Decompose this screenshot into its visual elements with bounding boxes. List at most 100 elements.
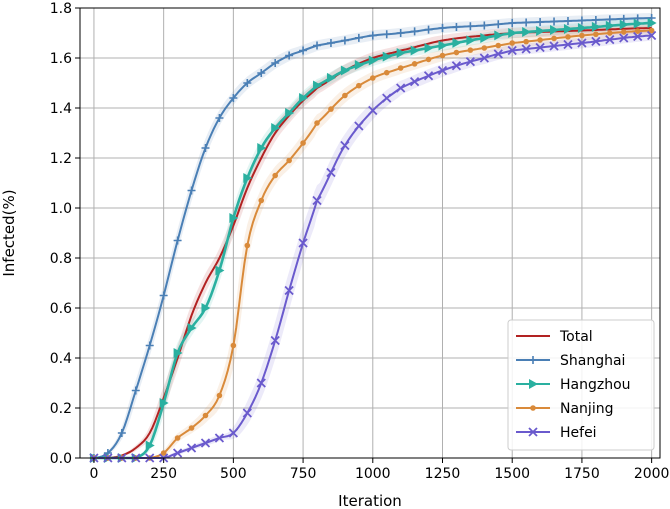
marker-hefei [437,65,448,76]
marker-shanghai [229,94,238,102]
marker-shanghai [382,30,391,39]
marker-shanghai [466,22,475,31]
marker-hangzhou [229,213,239,223]
marker-hangzhou [577,23,587,33]
legend: Total Shanghai Hangzhou Nanjing Hefei [507,319,655,451]
marker-hangzhou [619,19,629,30]
marker-nanjing [565,34,571,40]
marker-hangzhou [243,173,253,183]
legend-item: Hefei [516,425,597,441]
marker-nanjing [369,75,376,81]
marker-shanghai [522,18,531,27]
marker-hangzhou [396,48,406,58]
marker-hefei [577,38,587,48]
marker-shanghai [452,22,461,31]
marker-shanghai [257,69,266,77]
marker-nanjing [634,28,641,34]
marker-shanghai [173,236,182,245]
marker-hefei [326,167,336,178]
series-markers [89,14,657,463]
marker-hefei [298,238,308,248]
marker-hefei [396,83,406,93]
marker-shanghai [396,29,405,37]
marker-hefei [646,30,657,41]
y-tick-label: 1.6 [50,51,72,67]
legend-swatch-marker [529,356,537,364]
marker-nanjing [160,450,167,456]
marker-hangzhou [633,18,643,29]
marker-hefei [242,408,252,418]
marker-shanghai [285,51,294,60]
marker-shanghai [480,21,489,30]
x-tick-label: 250 [150,466,177,482]
marker-nanjing [439,52,446,59]
marker-shanghai [494,20,503,29]
marker-hefei [340,140,350,151]
marker-shanghai [410,27,419,36]
marker-hefei [312,195,322,206]
marker-nanjing [383,69,390,76]
marker-nanjing [216,392,223,399]
marker-shanghai [159,291,168,300]
marker-hangzhou [257,143,267,153]
marker-shanghai [438,24,447,32]
marker-hangzhou [271,123,281,133]
marker-hefei [451,61,462,71]
marker-hangzhou [452,37,462,48]
marker-hangzhou [466,35,476,46]
legend-swatch-marker [530,405,536,411]
marker-hangzhou [591,21,601,32]
marker-nanjing [537,37,543,43]
marker-nanjing [188,425,195,431]
legend-box [507,319,655,451]
marker-shanghai [550,17,559,26]
legend-item: Nanjing [516,401,613,417]
marker-hefei [423,71,434,81]
marker-hangzhou [563,24,573,34]
marker-hangzhou [480,33,490,43]
marker-shanghai [313,41,322,50]
x-tick-label: 1500 [494,466,530,482]
y-tick-label: 1.4 [50,101,72,117]
marker-hangzhou [382,51,392,62]
marker-nanjing [593,31,599,38]
marker-hangzhou [550,25,560,35]
marker-nanjing [300,140,306,146]
marker-shanghai [508,19,517,27]
marker-shanghai [201,144,210,152]
y-tick-label: 0.2 [50,401,72,417]
marker-nanjing [244,242,251,249]
marker-hefei [619,33,629,43]
marker-hefei [200,438,211,448]
marker-shanghai [299,46,308,55]
y-tick-label: 0.6 [50,301,72,317]
marker-shanghai [340,36,349,45]
legend-swatch-marker [529,379,538,389]
marker-shanghai [368,31,377,40]
marker-hefei [465,56,476,67]
marker-shanghai [145,341,154,350]
marker-hangzhou [368,55,378,66]
marker-shanghai [591,15,600,24]
marker-nanjing [551,35,557,42]
marker-nanjing [648,27,655,34]
legend-label: Hangzhou [560,377,631,393]
legend-label: Shanghai [560,353,625,369]
marker-hefei [549,41,559,51]
plot-frame [79,7,661,459]
legend-label: Nanjing [560,401,613,417]
marker-shanghai [215,114,224,122]
y-tick-label: 0.4 [50,351,72,367]
marker-hefei [521,44,531,54]
marker-hefei [368,105,378,116]
x-tick-label: 750 [290,466,317,482]
x-tick-label: 2000 [634,466,670,482]
x-tick-label: 1250 [425,466,461,482]
marker-nanjing [328,106,334,112]
marker-nanjing [607,30,613,36]
marker-hefei [256,378,266,388]
y-tick-label: 0.0 [50,451,72,467]
marker-hefei [535,42,545,53]
